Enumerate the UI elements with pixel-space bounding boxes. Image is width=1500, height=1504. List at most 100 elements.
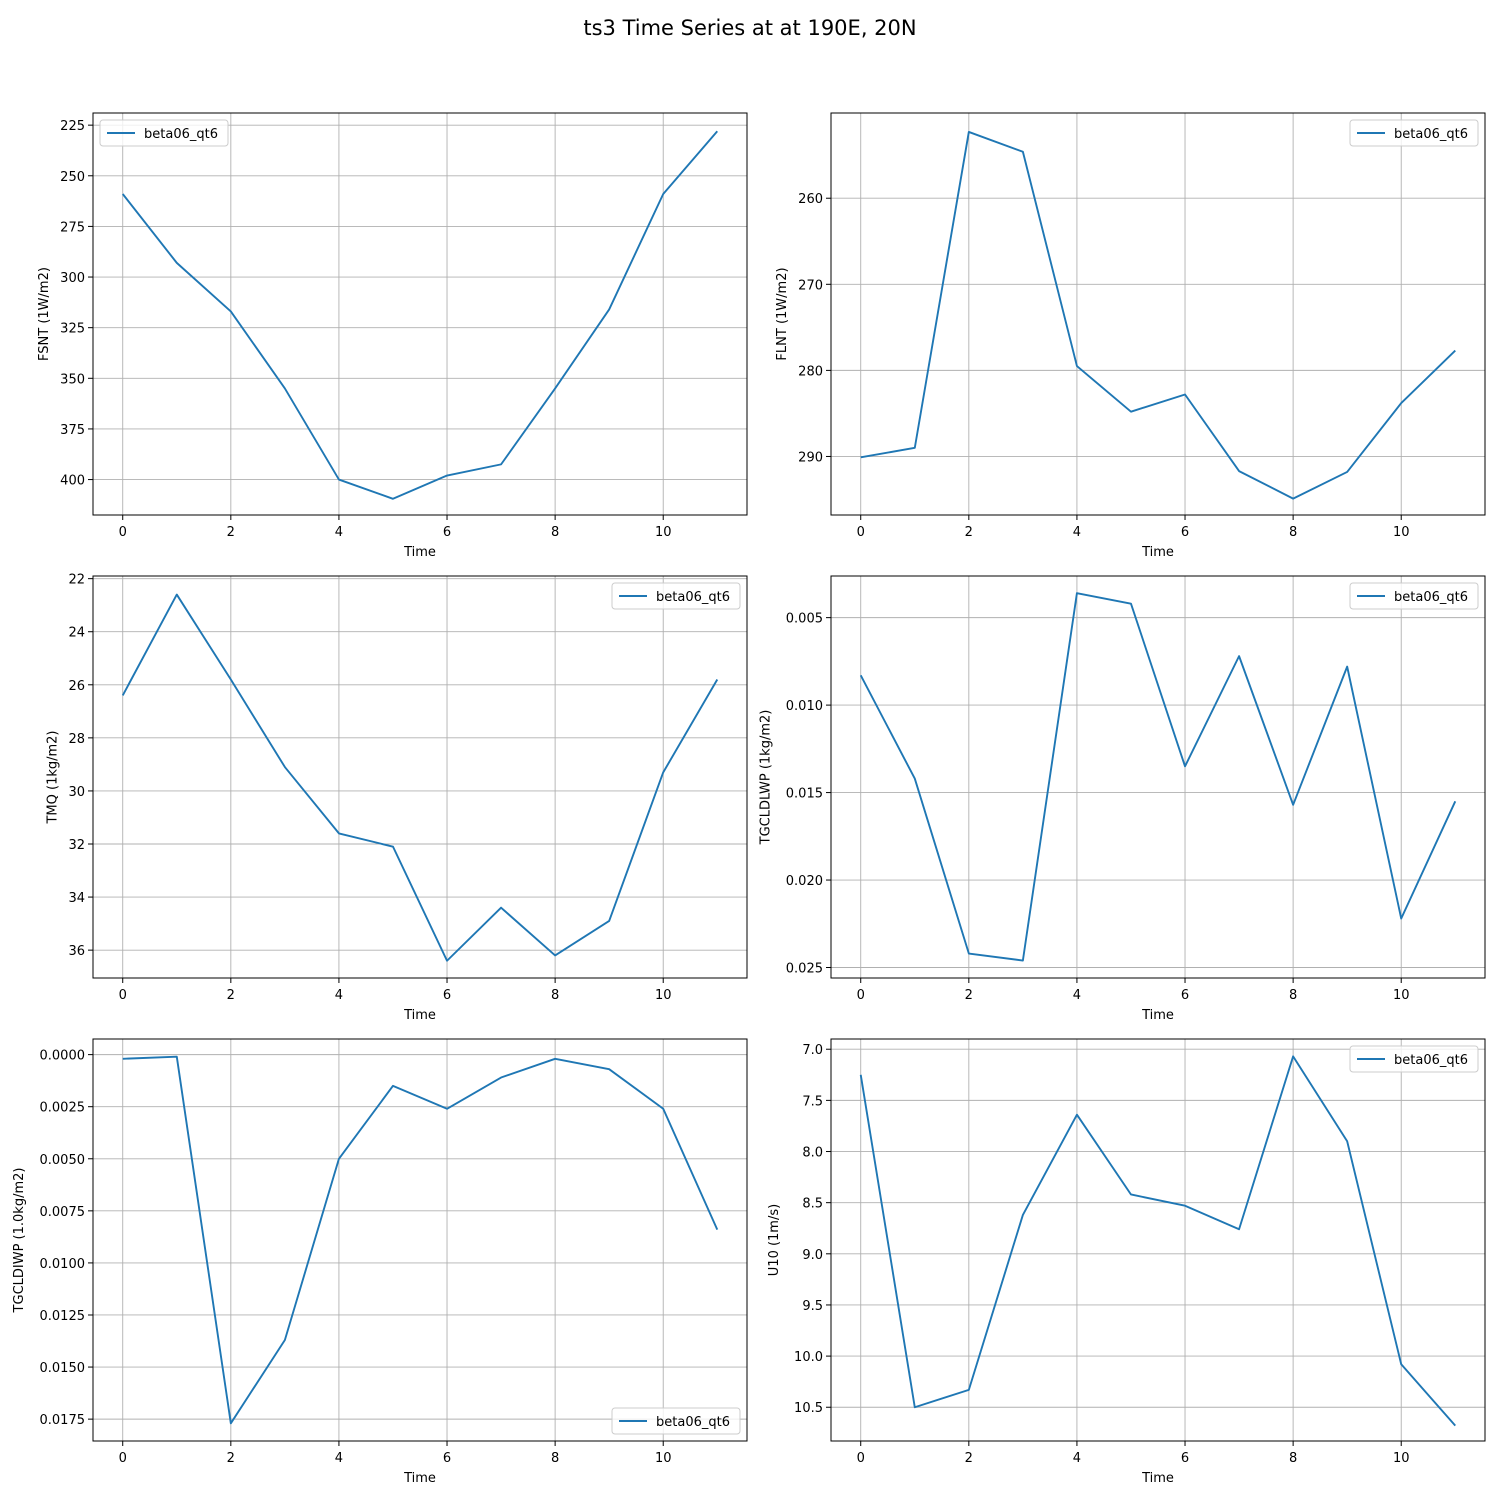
series-line xyxy=(859,592,1457,962)
y-axis-label: U10 (1m/s) xyxy=(767,1204,782,1276)
x-tick-label: 10 xyxy=(655,1451,672,1466)
x-tick-label: 2 xyxy=(965,1451,973,1466)
series-line xyxy=(859,1055,1456,1427)
axes-frame xyxy=(830,1038,1486,1442)
subplot-5: 0 2 4 6 8 10 0.0000 0.0025 0.0050 0.0075 0.0100 0.0… xyxy=(12,1038,748,1486)
legend-label: beta06_qt6 xyxy=(1394,590,1468,605)
figure-title: ts3 Time Series at at 190E, 20N xyxy=(583,16,917,40)
x-tick-label: 0 xyxy=(857,525,865,540)
axes-frame xyxy=(92,112,748,516)
x-tick-label: 2 xyxy=(227,1451,235,1466)
axes-frame xyxy=(830,575,1486,979)
y-tick-label: 0.0150 xyxy=(40,1361,86,1376)
series-line xyxy=(121,593,719,962)
x-tick-label: 8 xyxy=(1289,988,1297,1003)
y-tick-label: 250 xyxy=(60,170,85,185)
x-tick-label: 10 xyxy=(1393,988,1410,1003)
x-tick-label: 2 xyxy=(227,525,235,540)
legend-box xyxy=(1349,582,1479,610)
y-axis-label: TMQ (1kg/m2) xyxy=(45,730,60,824)
legend-label: beta06_qt6 xyxy=(1394,127,1468,142)
subplot-2: 0 2 4 6 8 10 260 270 280 290 Time FLNT (1W/m2) beta0… xyxy=(775,112,1486,560)
legend: beta06_qt6 xyxy=(1349,582,1479,610)
legend: beta06_qt6 xyxy=(1349,119,1479,147)
x-tick-label: 0 xyxy=(857,988,865,1003)
y-tick-label: 325 xyxy=(60,322,85,337)
y-tick-label: 10.5 xyxy=(794,1401,823,1416)
x-axis-label: Time xyxy=(403,1471,436,1486)
x-tick-label: 0 xyxy=(119,1451,127,1466)
y-tick-label: 280 xyxy=(798,364,823,379)
y-axis-label: FLNT (1W/m2) xyxy=(775,267,790,360)
legend: beta06_qt6 xyxy=(611,582,741,610)
legend-box xyxy=(1349,1045,1479,1073)
y-tick-label: 32 xyxy=(68,838,85,853)
x-tick-label: 4 xyxy=(335,988,343,1003)
legend-box xyxy=(1349,119,1479,147)
x-tick-label: 6 xyxy=(443,1451,451,1466)
x-tick-label: 8 xyxy=(1289,525,1297,540)
y-tick-label: 22 xyxy=(68,573,85,588)
y-tick-label: 290 xyxy=(798,450,823,465)
x-tick-label: 2 xyxy=(965,525,973,540)
y-tick-label: 260 xyxy=(798,192,823,207)
y-tick-label: 28 xyxy=(68,732,85,747)
legend-label: beta06_qt6 xyxy=(656,590,730,605)
y-tick-label: 0.025 xyxy=(786,962,823,977)
y-axis-label: FSNT (1W/m2) xyxy=(37,267,52,361)
y-axis-label: TGCLDIWP (1.0kg/m2) xyxy=(12,1168,27,1314)
y-tick-label: 225 xyxy=(60,119,85,134)
subplot-4: 0 2 4 6 8 10 0.005 0.010 0.015 0.020 0.025 Time TGCL… xyxy=(759,575,1486,1023)
y-tick-label: 34 xyxy=(68,891,85,906)
x-axis-label: Time xyxy=(1141,1471,1174,1486)
legend-box xyxy=(99,119,229,147)
axes-frame xyxy=(92,575,748,979)
y-tick-label: 400 xyxy=(60,474,85,489)
y-tick-label: 0.0125 xyxy=(40,1309,86,1324)
x-tick-label: 10 xyxy=(655,988,672,1003)
x-tick-label: 6 xyxy=(443,525,451,540)
x-tick-label: 4 xyxy=(335,1451,343,1466)
y-tick-label: 30 xyxy=(68,785,85,800)
y-tick-label: 10.0 xyxy=(794,1350,823,1365)
y-tick-label: 300 xyxy=(60,271,85,286)
y-tick-label: 7.0 xyxy=(802,1043,823,1058)
y-tick-label: 275 xyxy=(60,220,85,235)
x-tick-label: 2 xyxy=(227,988,235,1003)
y-tick-label: 0.010 xyxy=(786,699,823,714)
x-tick-label: 6 xyxy=(1181,525,1189,540)
x-tick-label: 2 xyxy=(965,988,973,1003)
x-tick-label: 6 xyxy=(1181,1451,1189,1466)
y-tick-label: 0.0175 xyxy=(40,1413,86,1428)
y-tick-label: 7.5 xyxy=(802,1094,823,1109)
y-tick-label: 0.0025 xyxy=(40,1101,86,1116)
x-tick-label: 6 xyxy=(1181,988,1189,1003)
legend-label: beta06_qt6 xyxy=(1394,1053,1468,1068)
series-line xyxy=(860,130,1456,500)
y-tick-label: 270 xyxy=(798,278,823,293)
y-tick-label: 0.0075 xyxy=(40,1205,86,1220)
y-tick-label: 36 xyxy=(68,944,85,959)
x-axis-label: Time xyxy=(1141,545,1174,560)
y-tick-label: 0.005 xyxy=(786,612,823,627)
x-tick-label: 10 xyxy=(655,525,672,540)
x-tick-label: 10 xyxy=(1393,525,1410,540)
x-tick-label: 8 xyxy=(551,988,559,1003)
x-tick-label: 4 xyxy=(1073,525,1081,540)
x-tick-label: 8 xyxy=(551,1451,559,1466)
x-tick-label: 8 xyxy=(551,525,559,540)
x-axis-label: Time xyxy=(403,1008,436,1023)
x-tick-label: 4 xyxy=(1073,1451,1081,1466)
series-line xyxy=(121,130,718,500)
y-tick-label: 0.015 xyxy=(786,787,823,802)
y-tick-label: 8.5 xyxy=(802,1197,823,1212)
y-tick-label: 375 xyxy=(60,423,85,438)
y-tick-label: 0.0050 xyxy=(40,1153,86,1168)
legend-box xyxy=(611,582,741,610)
legend-label: beta06_qt6 xyxy=(144,127,218,142)
x-tick-label: 6 xyxy=(443,988,451,1003)
legend-label: beta06_qt6 xyxy=(656,1415,730,1430)
